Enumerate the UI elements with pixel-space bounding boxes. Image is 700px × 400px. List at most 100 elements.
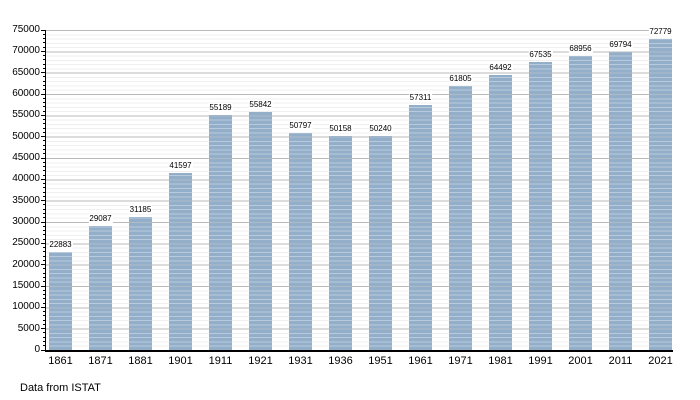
bar bbox=[49, 252, 72, 350]
y-axis-tick bbox=[42, 336, 45, 338]
bar-value-label: 29087 bbox=[88, 213, 113, 223]
y-axis-tick bbox=[41, 50, 45, 52]
y-axis-tick bbox=[42, 153, 45, 155]
bar-value-label: 22883 bbox=[48, 240, 73, 250]
y-axis-tick bbox=[42, 183, 45, 185]
bar-value-label: 67535 bbox=[528, 49, 553, 59]
y-axis-tick bbox=[41, 114, 45, 116]
y-axis-line bbox=[45, 30, 46, 352]
y-axis-tick bbox=[42, 148, 45, 150]
y-axis-tick bbox=[42, 110, 45, 112]
y-axis-tick bbox=[42, 315, 45, 317]
y-axis-tick-label: 25000 bbox=[12, 237, 40, 249]
y-axis-tick-label: 10000 bbox=[12, 301, 40, 313]
y-axis-tick bbox=[42, 294, 45, 296]
y-axis-tick bbox=[42, 204, 45, 206]
y-axis-tick bbox=[42, 230, 45, 232]
y-axis-tick bbox=[42, 127, 45, 129]
y-axis-tick-label: 45000 bbox=[12, 152, 40, 163]
y-axis-tick bbox=[42, 238, 45, 240]
bar-value-label: 64492 bbox=[488, 62, 513, 72]
y-axis-tick bbox=[42, 281, 45, 283]
y-axis-tick-label: 15000 bbox=[12, 280, 40, 291]
y-axis-tick-label: 50000 bbox=[12, 130, 40, 142]
y-axis-tick bbox=[42, 247, 45, 249]
y-axis-tick bbox=[42, 131, 45, 133]
y-axis-tick-label: 35000 bbox=[12, 194, 40, 206]
y-axis-tick-label: 40000 bbox=[12, 173, 40, 185]
y-axis-tick bbox=[42, 340, 45, 342]
bar-value-label: 31185 bbox=[128, 204, 153, 214]
bar-value-label: 50158 bbox=[328, 123, 353, 133]
x-axis-tick-label: 1961 bbox=[408, 355, 433, 367]
y-axis-tick bbox=[41, 29, 45, 31]
y-axis-tick bbox=[41, 306, 45, 308]
y-axis-tick-label: 5000 bbox=[17, 322, 40, 334]
y-axis-tick bbox=[42, 332, 45, 334]
y-axis-tick bbox=[42, 97, 45, 99]
source-note: Data from ISTAT bbox=[20, 382, 101, 394]
bar bbox=[529, 61, 552, 350]
y-axis-tick bbox=[42, 63, 45, 65]
y-axis-tick bbox=[42, 187, 45, 189]
bar-value-label: 57311 bbox=[408, 93, 433, 103]
y-axis-tick bbox=[42, 119, 45, 121]
bar bbox=[409, 105, 432, 350]
y-axis-tick bbox=[42, 46, 45, 48]
x-axis-line bbox=[45, 350, 673, 352]
y-axis-tick bbox=[42, 89, 45, 91]
bar bbox=[329, 135, 352, 350]
y-axis-tick bbox=[42, 212, 45, 214]
y-axis-tick bbox=[42, 55, 45, 57]
bar bbox=[249, 111, 272, 350]
x-axis-tick-label: 2021 bbox=[648, 355, 673, 367]
bar bbox=[449, 86, 472, 350]
y-axis-tick bbox=[42, 272, 45, 274]
bar-value-label: 55189 bbox=[208, 102, 233, 112]
x-axis-tick-label: 1931 bbox=[288, 355, 313, 367]
bar bbox=[569, 55, 592, 350]
y-axis-tick bbox=[42, 67, 45, 69]
bar-value-label: 50797 bbox=[288, 121, 313, 131]
bar bbox=[169, 172, 192, 350]
bar bbox=[369, 135, 392, 350]
y-axis-tick bbox=[42, 38, 45, 40]
y-axis-tick bbox=[42, 166, 45, 168]
y-axis-tick bbox=[41, 178, 45, 180]
y-axis-tick-label: 0 bbox=[34, 344, 40, 355]
y-axis-tick-label: 30000 bbox=[12, 216, 40, 227]
y-axis-tick bbox=[42, 123, 45, 125]
bar bbox=[89, 225, 112, 350]
bar bbox=[129, 216, 152, 350]
y-axis-tick bbox=[42, 59, 45, 61]
y-axis-tick bbox=[42, 106, 45, 108]
bar-value-label: 69794 bbox=[608, 40, 633, 50]
y-axis-tick bbox=[42, 234, 45, 236]
y-axis-tick bbox=[42, 276, 45, 278]
x-axis-tick-label: 1936 bbox=[328, 355, 353, 367]
x-axis-tick-label: 1871 bbox=[88, 355, 113, 367]
y-axis-tick bbox=[42, 161, 45, 163]
y-axis-tick bbox=[41, 221, 45, 223]
x-axis-tick-label: 1911 bbox=[208, 355, 233, 367]
y-axis-tick bbox=[41, 93, 45, 95]
x-axis-tick-label: 1901 bbox=[168, 355, 193, 367]
y-axis-tick bbox=[42, 76, 45, 78]
x-axis-tick-label: 1881 bbox=[128, 355, 153, 367]
y-axis-tick bbox=[42, 251, 45, 253]
y-axis-tick-label: 65000 bbox=[12, 66, 40, 78]
y-axis-tick-label: 55000 bbox=[12, 109, 40, 121]
y-axis-tick bbox=[42, 42, 45, 44]
y-axis-tick bbox=[42, 144, 45, 146]
y-axis-tick bbox=[42, 170, 45, 172]
y-axis-tick bbox=[41, 72, 45, 74]
y-axis-tick bbox=[41, 285, 45, 287]
y-axis-tick bbox=[41, 157, 45, 159]
x-axis-tick-label: 1991 bbox=[528, 355, 553, 367]
bar-value-label: 72779 bbox=[648, 27, 673, 37]
bar bbox=[209, 114, 232, 350]
y-axis-tick bbox=[42, 225, 45, 227]
y-axis-tick bbox=[41, 200, 45, 202]
y-axis-tick bbox=[42, 298, 45, 300]
bar-value-label: 61805 bbox=[448, 74, 473, 84]
